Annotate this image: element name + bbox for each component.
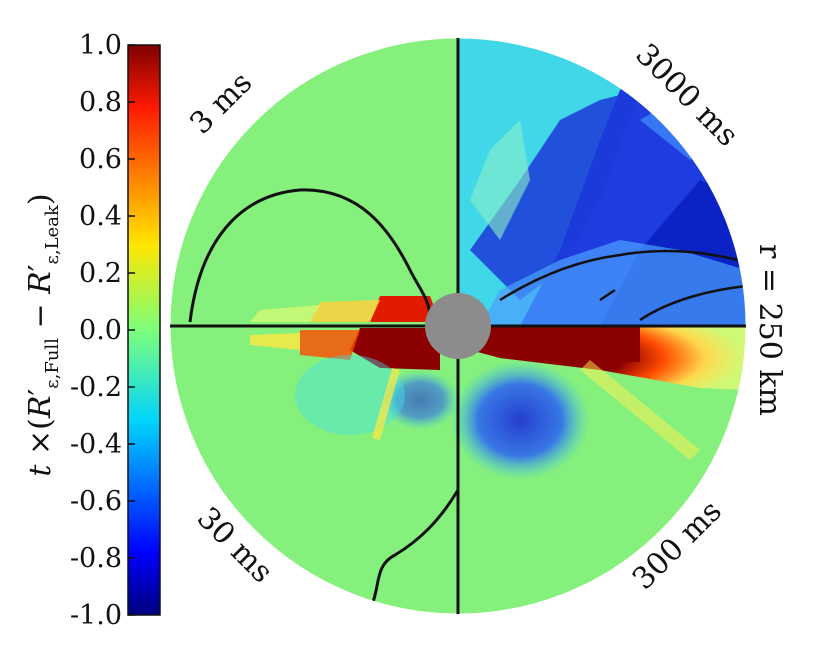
colorbar-tick-label: -0.8	[70, 543, 122, 574]
radius-label: r = 250 km	[752, 244, 787, 416]
colorbar-tick-label: 0.4	[79, 201, 122, 232]
colorbar-tick-label: 0.2	[79, 258, 122, 289]
colorbar-tick-label: -1.0	[70, 600, 122, 631]
core	[425, 293, 491, 359]
colorbar: 1.0 0.8 0.6 0.4 0.2 0.0 -0.2 -0.4 -0.6 -0.8 -1.0	[70, 30, 161, 631]
quadrant-3000ms-field	[458, 38, 746, 326]
colorbar-ticks: 1.0 0.8 0.6 0.4 0.2 0.0 -0.2 -0.4 -0.6 -0.8 -1.0	[70, 30, 135, 631]
wedge-3ms	[370, 296, 440, 322]
colorbar-tick-label: 0.8	[79, 87, 122, 118]
contour-3ms	[188, 188, 432, 323]
equatorial-band-left	[350, 328, 440, 370]
colorbar-tick-label: 1.0	[79, 30, 122, 61]
contour-30ms	[370, 489, 460, 606]
colorbar-tick-label: 0.6	[79, 144, 122, 175]
blue-plume	[450, 360, 590, 480]
colorbar-tick-label: 0.0	[79, 315, 122, 346]
colorbar-tick-label: -0.6	[70, 486, 122, 517]
colorbar-tick-label: -0.2	[70, 372, 122, 403]
colorbar-tick-label: -0.4	[70, 429, 122, 460]
contour-3000ms	[499, 249, 746, 322]
colorbar-label: t ×(R′ε,Full − R′ε,Leak)	[23, 193, 63, 476]
